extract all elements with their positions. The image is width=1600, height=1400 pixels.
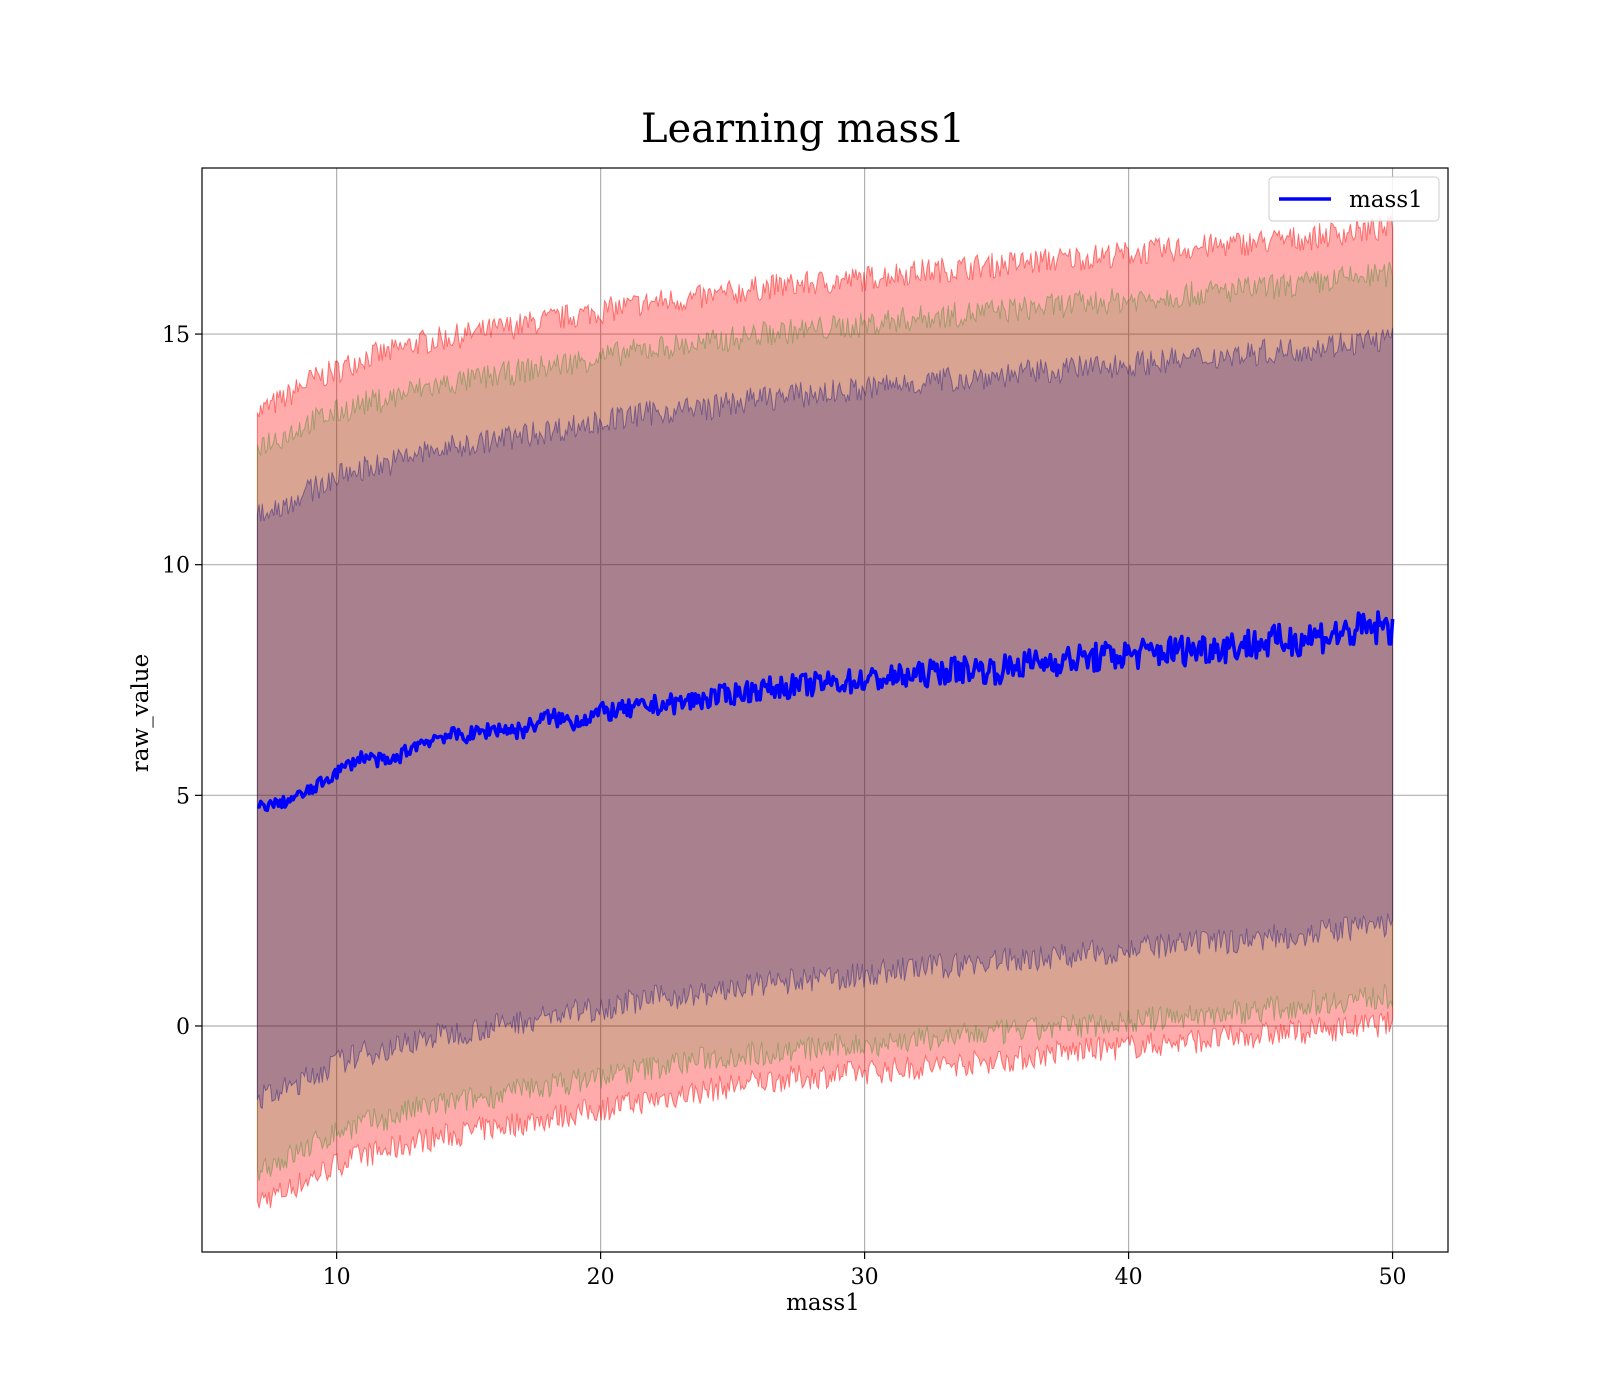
band-1	[256, 261, 1394, 1181]
x-tick-label: 20	[587, 1265, 615, 1290]
x-tick-label: 10	[323, 1265, 351, 1290]
axis-ticks: 10 20 30 40 50 0 5 10 15	[162, 323, 1407, 1290]
y-tick-label: 10	[162, 554, 190, 579]
plot-frame	[201, 167, 1449, 1253]
x-tick-label: 40	[1115, 1265, 1143, 1290]
confidence-bands	[256, 214, 1394, 1209]
band-2	[256, 327, 1394, 1110]
y-tick-label: 5	[176, 784, 190, 809]
legend-box	[1268, 176, 1440, 222]
chart-title: Learning mass1	[641, 106, 965, 152]
legend: mass1	[1268, 176, 1440, 222]
x-tick-label: 30	[851, 1265, 879, 1290]
series-line-0	[257, 610, 1395, 813]
legend-label: mass1	[1349, 187, 1423, 213]
x-axis-label: mass1	[786, 1290, 860, 1316]
band-0	[256, 214, 1394, 1209]
series-lines	[257, 610, 1395, 813]
y-tick-label: 15	[162, 323, 190, 348]
y-axis-label: raw_value	[128, 654, 154, 772]
x-tick-label: 50	[1379, 1265, 1407, 1290]
y-tick-label: 0	[176, 1015, 190, 1040]
